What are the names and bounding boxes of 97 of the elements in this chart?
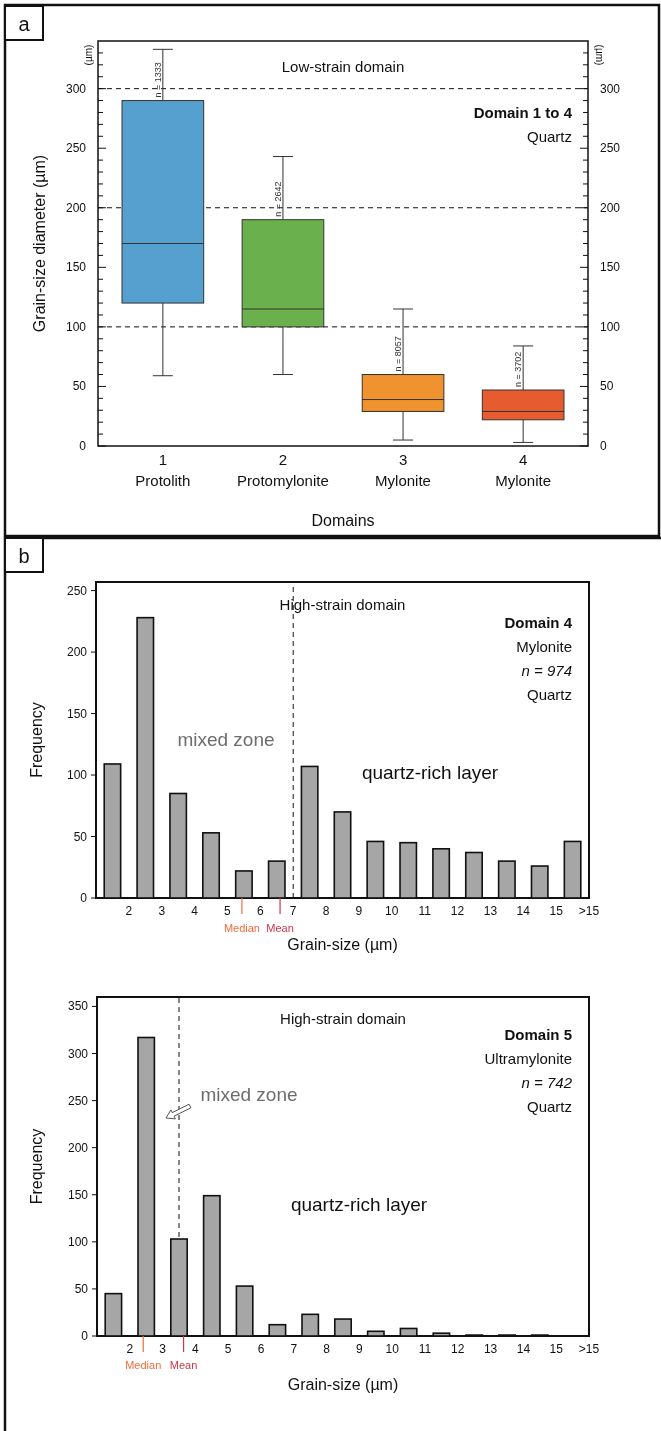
x-tick-label: 15 <box>549 1342 564 1356</box>
annotation: n = 2642 <box>272 181 283 217</box>
y-tick-label: 0 <box>80 891 88 905</box>
x-tick-label: 10 <box>385 1342 400 1356</box>
x-tick-label: 5 <box>224 1342 232 1356</box>
y-tick-label: 150 <box>65 260 87 275</box>
y-tick-label: 50 <box>72 379 87 394</box>
y-tick-label: 0 <box>79 439 87 453</box>
y-tick-label: 300 <box>65 81 87 96</box>
y-tick-label: 100 <box>66 768 88 783</box>
y-tick-label: 50 <box>73 829 88 844</box>
annotation: Mylonite <box>516 638 572 655</box>
annotation: Ultramylonite <box>484 1050 572 1067</box>
x-tick-label: 12 <box>451 1342 465 1356</box>
x-axis-title: Grain-size (µm) <box>287 936 398 953</box>
annotation: quartz-rich layer <box>361 762 499 783</box>
x-tick-label: 8 <box>322 904 330 918</box>
x-tick-label: 14 <box>516 1342 531 1356</box>
y-tick-label: 100 <box>65 319 87 334</box>
annotation: Quartz <box>526 128 572 145</box>
x-tick-label: 3 <box>158 904 166 918</box>
x-tick-label: 4 Mylonite <box>495 451 552 489</box>
x-tick-label: 5 <box>224 904 232 918</box>
x-tick-label: 2 <box>125 904 133 918</box>
text: Low-strain domain <box>281 58 405 75</box>
y2-tick-label: 50 <box>600 379 614 394</box>
y-tick-label: 250 <box>65 141 87 156</box>
text: b <box>18 545 30 567</box>
y2-tick-label: 250 <box>600 141 621 156</box>
y-tick-label: 300 <box>67 1046 89 1061</box>
y-tick-label: 250 <box>66 583 88 598</box>
annotation: quartz-rich layer <box>290 1194 428 1215</box>
x-tick-label: 13 <box>483 904 498 918</box>
x-tick-label: 11 <box>418 1342 432 1356</box>
text: High-strain domain <box>280 1010 406 1027</box>
annotation: n = 974 <box>521 662 572 679</box>
y-tick-label: 350 <box>67 999 89 1014</box>
x-tick-label: 4 <box>191 904 199 918</box>
x-axis-title: Grain-size (µm) <box>287 1376 399 1393</box>
x-tick-label: 3 <box>159 1342 167 1356</box>
y-axis-title: Frequency <box>28 1128 45 1205</box>
x-tick-label: 9 <box>355 904 363 918</box>
x-tick-label: 9 <box>356 1342 364 1356</box>
y-tick-label: 250 <box>67 1093 89 1108</box>
x-tick-label: 3 Mylonite <box>375 451 431 489</box>
x-tick-label: 7 <box>290 1342 298 1356</box>
x-tick-label: 1 Protolith <box>135 451 191 489</box>
x-tick-label: 2 Protomylonite <box>237 451 329 489</box>
x-tick-label: 6 <box>257 1342 265 1356</box>
annotation: mixed zone <box>200 1084 298 1105</box>
y-axis-title: Frequency <box>28 702 45 778</box>
x-tick-label: 12 <box>450 904 465 918</box>
ref-line-label: Mean <box>266 922 294 934</box>
x-tick-label: 2 <box>126 1342 134 1356</box>
annotation: n = 3702 <box>513 351 524 388</box>
y2-axis-title: (µm) <box>594 44 605 66</box>
x-tick-label: 13 <box>483 1342 498 1356</box>
x-tick-label: 4 <box>192 1342 200 1356</box>
y-tick-label: 200 <box>66 645 88 660</box>
text: (µm) <box>83 44 94 66</box>
ref-line-label: Median <box>223 922 260 934</box>
x-tick-label: 11 <box>418 904 432 918</box>
text: High-strain domain <box>279 596 406 613</box>
y-tick-label: 200 <box>67 1140 89 1155</box>
x-tick-label: >15 <box>578 904 600 918</box>
x-tick-label: 14 <box>516 904 531 918</box>
x-tick-label: 7 <box>289 904 297 918</box>
x-tick-label: 15 <box>549 904 564 918</box>
y-tick-label: 200 <box>65 200 87 215</box>
annotation: Quartz <box>526 686 572 703</box>
y-axis-title: Grain-size diameter (µm) <box>31 154 48 333</box>
ref-line-label: Median <box>125 1359 162 1371</box>
annotation: n = 742 <box>521 1074 573 1091</box>
y2-tick-label: 200 <box>600 200 621 215</box>
y2-tick-label: 150 <box>600 260 621 275</box>
y2-tick-label: 300 <box>600 81 621 96</box>
x-tick-label: 10 <box>385 904 399 918</box>
annotation: n = 1333 <box>152 62 163 98</box>
annotation: n = 8057 <box>393 336 404 372</box>
annotation: mixed zone <box>177 729 275 750</box>
text: a <box>18 13 31 35</box>
annotation: Domain 5 <box>504 1026 572 1043</box>
y-tick-label: 100 <box>67 1234 89 1249</box>
y2-tick-label: 0 <box>600 439 607 453</box>
y-tick-label: 150 <box>66 706 88 721</box>
x-tick-label: 6 <box>256 904 264 918</box>
y-tick-label: 50 <box>74 1281 89 1296</box>
x-tick-label: >15 <box>578 1342 600 1356</box>
annotation: Domain 4 <box>504 614 573 631</box>
x-axis-title: Domains <box>311 512 375 529</box>
y2-tick-label: 100 <box>600 319 621 334</box>
y-tick-label: 150 <box>67 1187 89 1202</box>
annotation: Domain 1 to 4 <box>473 104 573 121</box>
annotation: Quartz <box>526 1098 572 1115</box>
ref-line-label: Mean <box>169 1359 198 1371</box>
x-tick-label: 8 <box>323 1342 331 1356</box>
y-tick-label: 0 <box>81 1329 89 1343</box>
